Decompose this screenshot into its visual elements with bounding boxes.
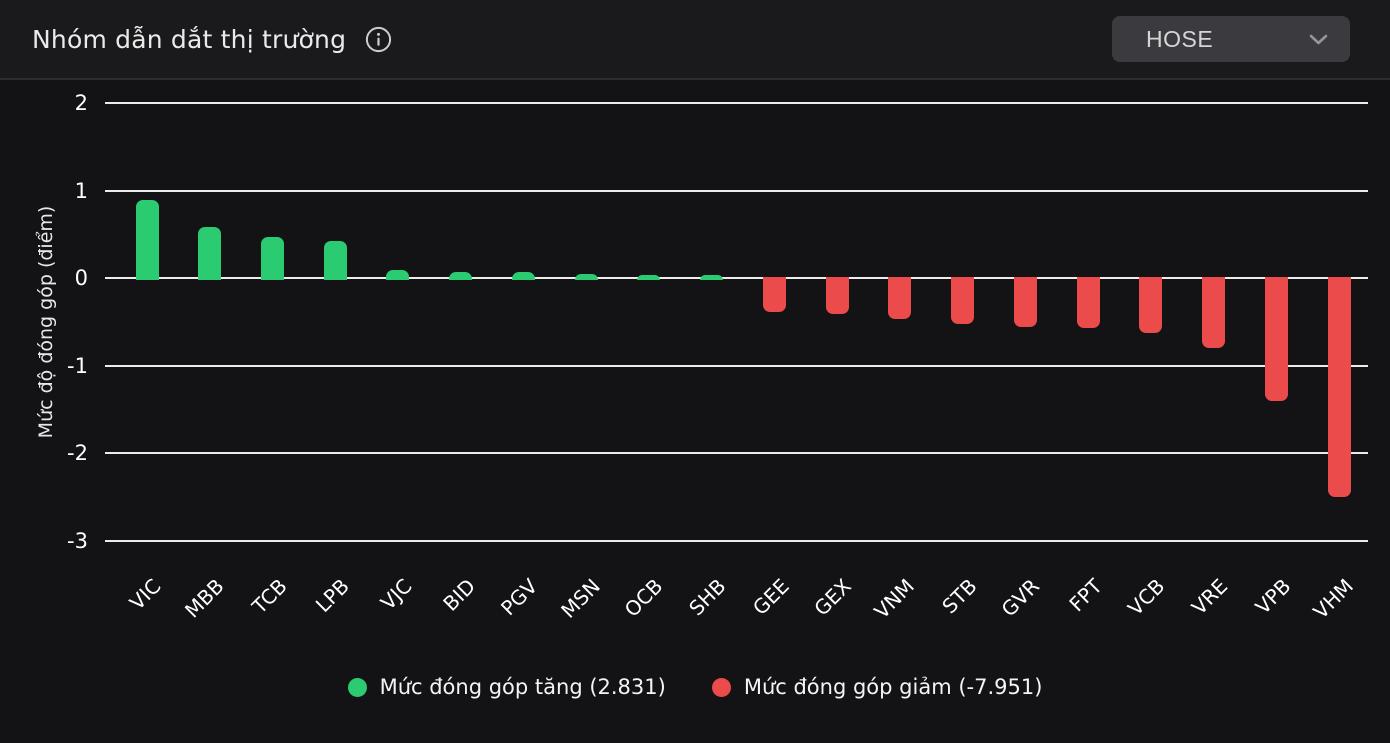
- bar-VCB[interactable]: [1139, 277, 1163, 333]
- bar-OCB[interactable]: [637, 274, 661, 281]
- x-tick-label-FPT: FPT: [1064, 574, 1108, 617]
- bar-SHB[interactable]: [700, 274, 724, 281]
- gridline-1: [105, 189, 1368, 192]
- x-tick-label-GEX: GEX: [809, 574, 857, 621]
- x-tick-label-BID: BID: [437, 574, 480, 616]
- x-tick-label-OCB: OCB: [620, 574, 668, 622]
- y-tick-label--1: -1: [67, 353, 88, 378]
- x-tick-label-PGV: PGV: [496, 574, 543, 621]
- x-tick-label-GVR: GVR: [996, 574, 1045, 622]
- page-title: Nhóm dẫn dắt thị trường: [32, 24, 347, 54]
- x-tick-label-STB: STB: [937, 574, 982, 619]
- x-tick-label-MSN: MSN: [556, 574, 606, 623]
- y-tick-label--3: -3: [67, 529, 88, 553]
- info-icon[interactable]: [364, 25, 392, 53]
- chart-legend: Mức đóng góp tăng (2.831) Mức đóng góp gi…: [0, 664, 1390, 710]
- info-icon-glyph: [365, 26, 391, 52]
- y-tick-label--2: -2: [67, 441, 88, 466]
- bar-MSN[interactable]: [574, 273, 598, 281]
- bar-VNM[interactable]: [888, 277, 912, 320]
- x-tick-label-SHB: SHB: [684, 574, 731, 621]
- gridline--3: [105, 540, 1368, 542]
- x-tick-label-MBB: MBB: [180, 574, 229, 623]
- bar-VJC[interactable]: [386, 270, 410, 281]
- y-tick-label-1: 1: [74, 178, 88, 203]
- bar-VRE[interactable]: [1202, 277, 1226, 348]
- bar-STB[interactable]: [951, 277, 975, 324]
- gridline--1: [105, 364, 1368, 367]
- y-axis-title: Mức độ đóng góp (điểm): [35, 205, 57, 439]
- x-tick-label-VCB: VCB: [1123, 574, 1170, 621]
- x-tick-label-VJC: VJC: [376, 574, 417, 615]
- gridline--2: [105, 452, 1368, 455]
- bar-FPT[interactable]: [1076, 277, 1100, 329]
- bar-GVR[interactable]: [1013, 277, 1037, 328]
- bar-PGV[interactable]: [511, 272, 535, 281]
- legend-dot-decrease: [711, 677, 731, 697]
- chevron-down-icon: [1309, 34, 1328, 45]
- bar-MBB[interactable]: [198, 227, 222, 281]
- x-tick-label-GEE: GEE: [747, 574, 794, 620]
- y-tick-label-2: 2: [74, 91, 88, 115]
- bar-VHM[interactable]: [1327, 277, 1351, 498]
- legend-label-decrease: Mức đóng góp giảm (-7.951): [743, 675, 1043, 699]
- x-tick-label-VHM: VHM: [1308, 574, 1358, 624]
- exchange-select[interactable]: HOSE: [1112, 16, 1350, 62]
- legend-dot-increase: [347, 677, 367, 697]
- legend-item-decrease[interactable]: Mức đóng góp giảm (-7.951): [711, 675, 1043, 699]
- x-tick-label-VIC: VIC: [125, 574, 166, 615]
- bar-BID[interactable]: [449, 272, 473, 281]
- exchange-select-value: HOSE: [1146, 25, 1214, 52]
- gridline-2: [105, 102, 1368, 104]
- widget-header: Nhóm dẫn dắt thị trường HOSE: [0, 0, 1390, 80]
- bar-VPB[interactable]: [1264, 277, 1288, 401]
- x-tick-label-VPB: VPB: [1250, 574, 1296, 619]
- gridline-0: [105, 277, 1368, 280]
- bar-TCB[interactable]: [260, 237, 284, 281]
- y-tick-label-0: 0: [74, 266, 88, 291]
- x-tick-label-VNM: VNM: [869, 574, 919, 624]
- legend-item-increase[interactable]: Mức đóng góp tăng (2.831): [347, 675, 666, 699]
- bar-LPB[interactable]: [323, 241, 347, 281]
- bar-GEX[interactable]: [825, 277, 849, 315]
- bar-GEE[interactable]: [762, 277, 786, 312]
- bar-VIC[interactable]: [135, 200, 159, 281]
- legend-label-increase: Mức đóng góp tăng (2.831): [379, 675, 666, 699]
- x-tick-label-TCB: TCB: [247, 574, 292, 619]
- x-tick-label-LPB: LPB: [311, 574, 355, 618]
- x-tick-label-VRE: VRE: [1187, 574, 1233, 620]
